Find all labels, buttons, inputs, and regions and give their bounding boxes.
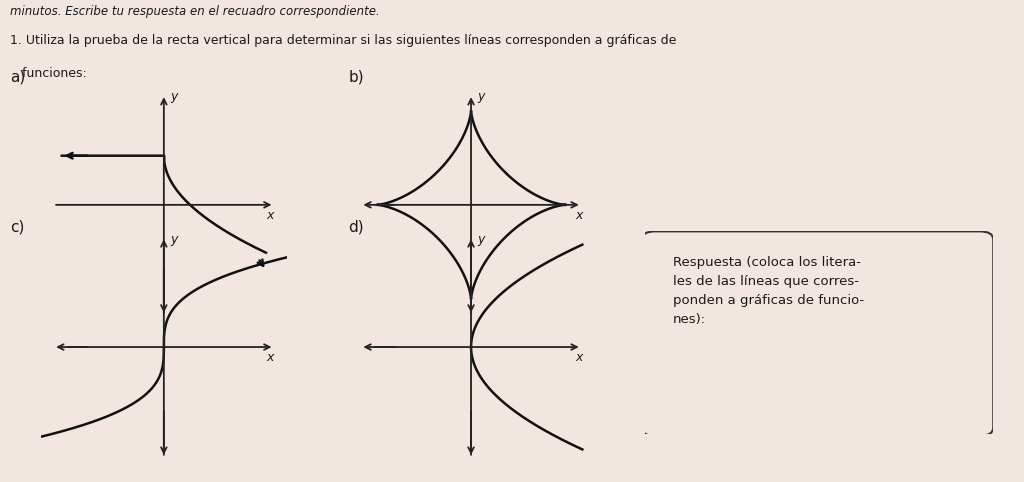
Text: a): a) <box>10 70 26 85</box>
FancyBboxPatch shape <box>642 231 993 436</box>
Text: y: y <box>170 91 177 104</box>
Text: minutos. Escribe tu respuesta en el recuadro correspondiente.: minutos. Escribe tu respuesta en el recu… <box>10 5 380 18</box>
Text: x: x <box>575 351 583 364</box>
Text: y: y <box>170 233 177 246</box>
Text: 1. Utiliza la prueba de la recta vertical para determinar si las siguientes líne: 1. Utiliza la prueba de la recta vertica… <box>10 34 677 47</box>
Text: funciones:: funciones: <box>10 67 87 80</box>
Text: d): d) <box>348 219 364 234</box>
Text: Respuesta (coloca los litera-
les de las líneas que corres-
ponden a gráficas de: Respuesta (coloca los litera- les de las… <box>673 255 864 326</box>
Text: x: x <box>575 209 583 222</box>
Text: c): c) <box>10 219 25 234</box>
Text: x: x <box>266 209 273 222</box>
Text: x: x <box>266 351 273 364</box>
Text: y: y <box>477 91 484 104</box>
Text: y: y <box>477 233 484 246</box>
Text: b): b) <box>348 70 364 85</box>
